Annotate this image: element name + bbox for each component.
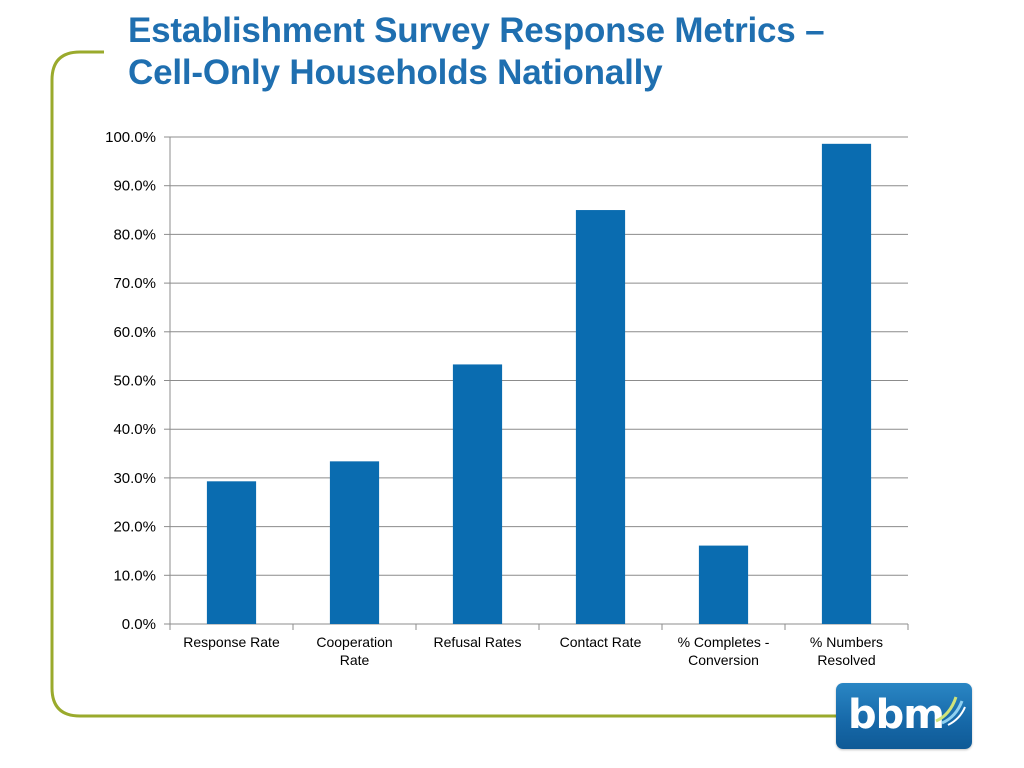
bar [575,210,626,625]
y-tick-label: 100.0% [105,129,156,146]
y-tick-label: 70.0% [113,275,156,292]
bar [206,481,257,624]
y-tick-label: 90.0% [113,178,156,195]
slide-title-line-2: Cell-Only Households Nationally [128,53,663,92]
x-category-label: % Numbers Resolved [810,634,883,668]
x-category-label: Response Rate [183,634,280,650]
bbm-logo-text: bbm [848,692,945,738]
slide-title: Establishment Survey Response Metrics – … [128,10,988,94]
bar [821,143,872,624]
x-category-label: % Completes -Conversion [678,634,770,668]
y-tick-label: 60.0% [113,324,156,341]
x-category-label: Cooperation Rate [316,634,392,668]
y-tick-label: 30.0% [113,470,156,487]
slide-title-line-1: Establishment Survey Response Metrics – [128,11,825,50]
y-tick-label: 80.0% [113,226,156,243]
bar [698,545,749,624]
x-category-label: Refusal Rates [434,634,522,650]
bar [329,461,380,624]
bbm-logo: bbm [836,683,972,749]
y-tick-label: 20.0% [113,519,156,536]
logo-swoosh-icon [935,696,966,726]
y-tick-label: 10.0% [113,567,156,584]
y-tick-label: 40.0% [113,421,156,438]
bar [452,364,503,624]
y-tick-label: 50.0% [113,373,156,390]
y-tick-label: 0.0% [122,616,156,633]
x-category-label: Contact Rate [560,634,642,650]
